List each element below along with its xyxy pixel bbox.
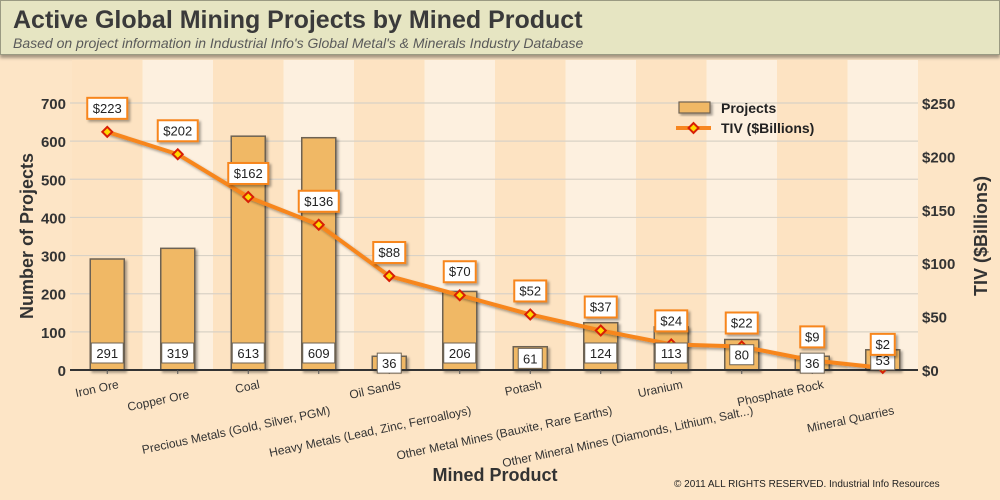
y2-tick-label: $250 bbox=[922, 96, 955, 113]
y-tick-label: 400 bbox=[41, 210, 66, 227]
y2-tick-label: $100 bbox=[922, 256, 955, 273]
bar-projects bbox=[301, 136, 337, 371]
bar-value-label: 36 bbox=[805, 356, 819, 371]
tiv-value-box bbox=[799, 325, 826, 349]
bar-value-box bbox=[654, 342, 688, 364]
bar-value-label: 61 bbox=[523, 351, 537, 366]
bar-value-box bbox=[517, 347, 543, 369]
tiv-marker bbox=[312, 218, 326, 232]
tiv-value-box bbox=[513, 279, 548, 303]
tiv-value-label: $52 bbox=[519, 283, 541, 298]
tiv-marker bbox=[100, 125, 114, 139]
x-category-label: Oil Sands bbox=[348, 377, 402, 402]
tiv-value-box bbox=[654, 309, 689, 333]
tiv-value-label: $162 bbox=[234, 166, 263, 181]
x-category-label: Iron Ore bbox=[74, 377, 120, 400]
legend-swatch-projects bbox=[678, 101, 711, 114]
bar-value-label: 319 bbox=[167, 346, 189, 361]
chart-subtitle: Based on project information in Industri… bbox=[13, 35, 584, 51]
bar-value-box bbox=[443, 342, 477, 364]
bar-value-label: 124 bbox=[590, 346, 612, 361]
copyright-text: © 2011 ALL RIGHTS RESERVED. Industrial I… bbox=[674, 479, 940, 490]
tiv-marker bbox=[594, 324, 608, 337]
bar-value-box bbox=[302, 342, 336, 364]
tiv-marker bbox=[382, 269, 396, 283]
bar-value-box bbox=[729, 344, 755, 366]
tiv-value-label: $37 bbox=[590, 299, 612, 314]
bar-value-box bbox=[376, 352, 402, 374]
tiv-value-label: $22 bbox=[731, 316, 753, 331]
tiv-value-label: $88 bbox=[378, 245, 400, 260]
bar-value-label: 53 bbox=[876, 353, 890, 368]
bar-value-label: 36 bbox=[382, 356, 396, 371]
tiv-value-box bbox=[583, 295, 618, 319]
y-tick-label: 600 bbox=[41, 134, 66, 151]
legend-label-projects: Projects bbox=[721, 100, 776, 116]
tiv-marker bbox=[171, 147, 185, 161]
x-axis-title: Mined Product bbox=[433, 465, 558, 485]
tiv-value-box bbox=[297, 189, 340, 213]
x-category-label: Coal bbox=[234, 377, 261, 396]
tiv-value-box bbox=[442, 260, 477, 284]
tiv-value-box bbox=[156, 119, 199, 143]
tiv-value-label: $2 bbox=[876, 337, 890, 352]
x-category-label: Other Mineral Mines (Diamonds, Lithium, … bbox=[501, 403, 754, 470]
tiv-value-box bbox=[227, 161, 270, 185]
y-tick-label: 100 bbox=[41, 325, 66, 342]
background-stripe bbox=[495, 60, 566, 370]
bar-value-box bbox=[584, 342, 618, 364]
background-stripe bbox=[354, 60, 425, 370]
bar-value-box bbox=[161, 342, 195, 364]
tiv-marker bbox=[241, 190, 255, 204]
y-tick-label: 700 bbox=[41, 96, 66, 113]
y-tick-label: 300 bbox=[41, 249, 66, 266]
bar-value-label: 609 bbox=[308, 346, 330, 361]
y-tick-label: 200 bbox=[41, 287, 66, 304]
y2-axis-title: TIV ($Billions) bbox=[971, 176, 991, 296]
bar-value-label: 206 bbox=[449, 346, 471, 361]
y2-tick-label: $200 bbox=[922, 149, 955, 166]
tiv-value-label: $202 bbox=[163, 123, 192, 138]
bar-value-box bbox=[231, 342, 265, 364]
tiv-value-box bbox=[372, 241, 407, 265]
tiv-value-label: $9 bbox=[805, 329, 819, 344]
legend-marker-tiv bbox=[687, 121, 700, 135]
tiv-marker bbox=[453, 288, 467, 302]
bar-value-label: 113 bbox=[661, 346, 682, 361]
bar-value-label: 291 bbox=[96, 346, 118, 361]
x-category-label: Phosphate Rock bbox=[736, 377, 826, 409]
y2-tick-label: $150 bbox=[922, 203, 955, 220]
bar-value-box bbox=[799, 352, 825, 374]
tiv-value-label: $223 bbox=[93, 101, 122, 116]
tiv-value-box bbox=[724, 311, 759, 335]
y-axis-title: Number of Projects bbox=[17, 153, 37, 319]
x-category-label: Potash bbox=[503, 377, 542, 398]
bar-value-label: 80 bbox=[735, 348, 749, 363]
legend-label-tiv: TIV ($Billions) bbox=[721, 120, 814, 136]
tiv-value-label: $70 bbox=[449, 264, 471, 279]
bar-value-box bbox=[90, 342, 124, 364]
y2-tick-label: $0 bbox=[922, 363, 939, 380]
x-category-label: Copper Ore bbox=[126, 387, 191, 414]
tiv-marker bbox=[523, 308, 537, 321]
background-stripe bbox=[777, 60, 848, 370]
tiv-value-label: $136 bbox=[304, 194, 333, 209]
y2-tick-label: $50 bbox=[922, 310, 947, 327]
x-category-label: Mineral Quarries bbox=[806, 403, 896, 435]
x-category-label: Uranium bbox=[637, 377, 684, 400]
y-tick-label: 500 bbox=[41, 172, 66, 189]
tiv-value-label: $24 bbox=[660, 313, 682, 328]
y-tick-label: 0 bbox=[58, 363, 66, 380]
bar-value-label: 613 bbox=[237, 346, 259, 361]
chart-title: Active Global Mining Projects by Mined P… bbox=[13, 6, 583, 34]
tiv-value-box bbox=[86, 96, 129, 120]
chart-header: Active Global Mining Projects by Mined P… bbox=[0, 0, 1000, 55]
background-stripe bbox=[847, 60, 918, 370]
tiv-value-box bbox=[869, 332, 896, 356]
